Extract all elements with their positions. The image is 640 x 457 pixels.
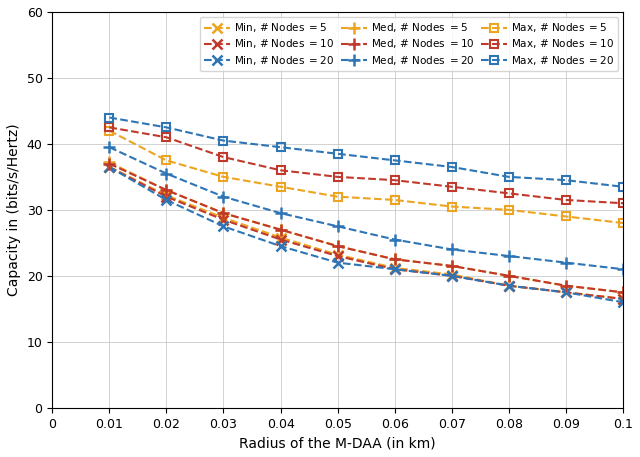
- X-axis label: Radius of the M-DAA (in km): Radius of the M-DAA (in km): [239, 436, 436, 450]
- Y-axis label: Capacity in (bits/s/Hertz): Capacity in (bits/s/Hertz): [7, 123, 21, 296]
- Legend: Min, # Nodes $= 5$, Min, # Nodes $= 10$, Min, # Nodes $= 20$, Med, # Nodes $= 5$: Min, # Nodes $= 5$, Min, # Nodes $= 10$,…: [200, 17, 618, 71]
